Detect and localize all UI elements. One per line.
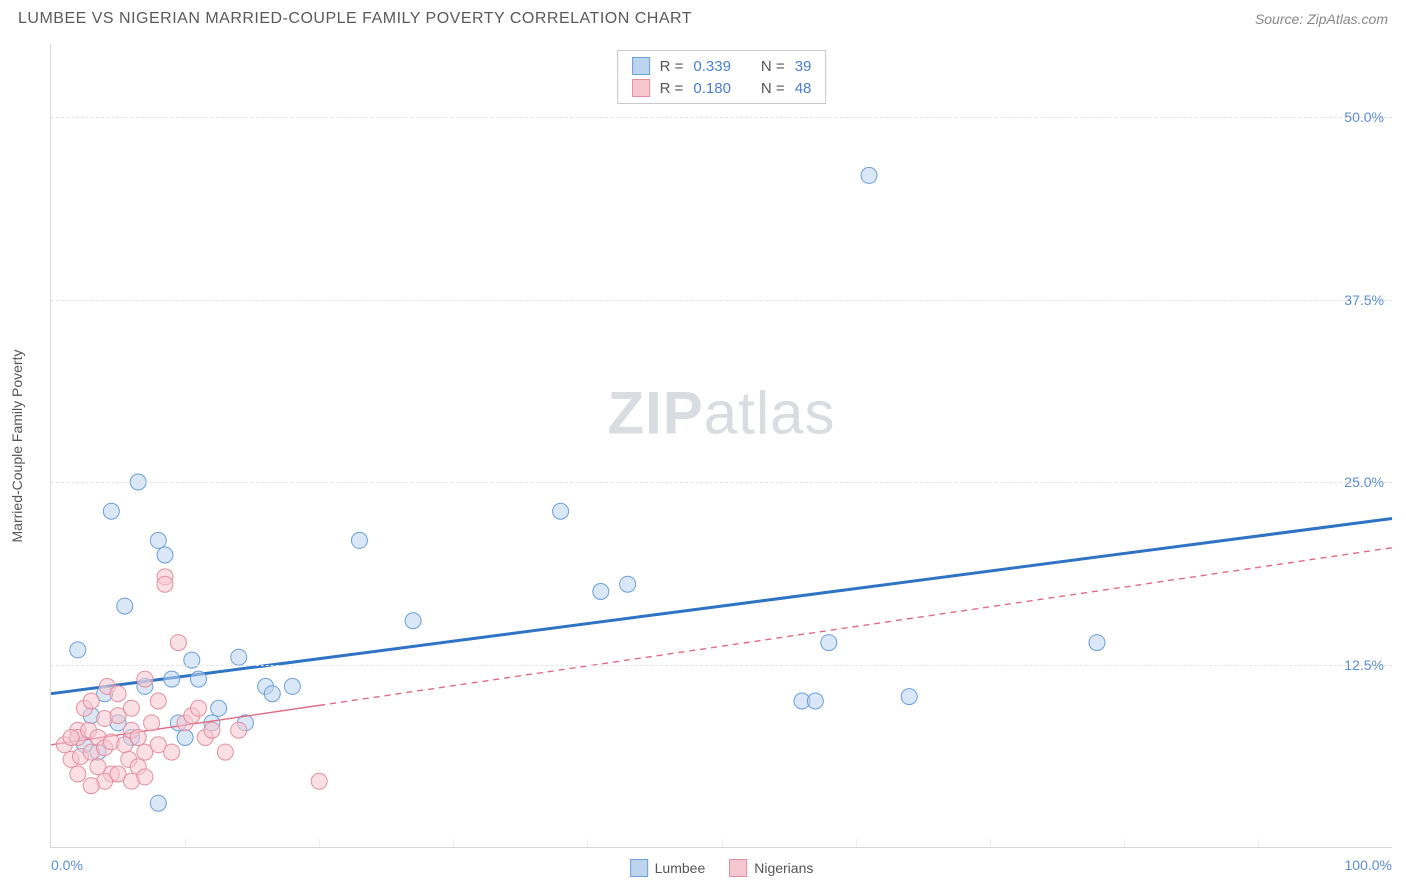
data-point bbox=[191, 671, 207, 687]
x-tick-max: 100.0% bbox=[1345, 857, 1392, 873]
data-point bbox=[405, 613, 421, 629]
y-axis-label: Married-Couple Family Poverty bbox=[9, 349, 25, 542]
data-point bbox=[83, 693, 99, 709]
data-point bbox=[231, 649, 247, 665]
x-gridline bbox=[1258, 839, 1259, 847]
x-gridline bbox=[453, 839, 454, 847]
data-point bbox=[593, 584, 609, 600]
data-point bbox=[204, 722, 220, 738]
data-point bbox=[70, 642, 86, 658]
data-point bbox=[117, 598, 133, 614]
data-point bbox=[351, 532, 367, 548]
x-gridline bbox=[1124, 839, 1125, 847]
regression-line bbox=[51, 519, 1392, 694]
data-point bbox=[861, 167, 877, 183]
legend-label: Lumbee bbox=[655, 860, 706, 876]
data-point bbox=[217, 744, 233, 760]
legend-item: Nigerians bbox=[729, 859, 813, 877]
data-point bbox=[83, 778, 99, 794]
y-tick-label: 50.0% bbox=[1344, 109, 1384, 125]
data-point bbox=[70, 766, 86, 782]
data-point bbox=[164, 744, 180, 760]
x-gridline bbox=[185, 839, 186, 847]
data-point bbox=[150, 532, 166, 548]
y-gridline bbox=[51, 482, 1392, 483]
legend-label: Nigerians bbox=[754, 860, 813, 876]
data-point bbox=[150, 795, 166, 811]
data-point bbox=[170, 635, 186, 651]
y-gridline bbox=[51, 665, 1392, 666]
legend-swatch bbox=[630, 859, 648, 877]
y-gridline bbox=[51, 300, 1392, 301]
data-point bbox=[157, 547, 173, 563]
data-point bbox=[157, 576, 173, 592]
data-point bbox=[620, 576, 636, 592]
data-point bbox=[103, 503, 119, 519]
data-point bbox=[63, 730, 79, 746]
series-legend: Lumbee Nigerians bbox=[630, 859, 814, 877]
source-prefix: Source: bbox=[1255, 11, 1307, 27]
data-point bbox=[1089, 635, 1105, 651]
scatter-chart: Married-Couple Family Poverty ZIPatlas R… bbox=[50, 44, 1392, 848]
x-gridline bbox=[856, 839, 857, 847]
y-tick-label: 37.5% bbox=[1344, 292, 1384, 308]
data-point bbox=[284, 678, 300, 694]
data-point bbox=[553, 503, 569, 519]
data-point bbox=[211, 700, 227, 716]
regression-line bbox=[319, 548, 1392, 706]
chart-title: LUMBEE VS NIGERIAN MARRIED-COUPLE FAMILY… bbox=[18, 10, 692, 28]
chart-header: LUMBEE VS NIGERIAN MARRIED-COUPLE FAMILY… bbox=[0, 0, 1406, 36]
data-point bbox=[191, 700, 207, 716]
legend-swatch bbox=[729, 859, 747, 877]
data-point bbox=[807, 693, 823, 709]
data-point bbox=[177, 730, 193, 746]
data-point bbox=[137, 671, 153, 687]
x-gridline bbox=[587, 839, 588, 847]
x-tick-min: 0.0% bbox=[51, 857, 83, 873]
data-point bbox=[901, 689, 917, 705]
legend-item: Lumbee bbox=[630, 859, 706, 877]
data-point bbox=[164, 671, 180, 687]
data-point bbox=[110, 686, 126, 702]
data-point bbox=[264, 686, 280, 702]
data-point bbox=[311, 773, 327, 789]
y-tick-label: 12.5% bbox=[1344, 657, 1384, 673]
chart-source: Source: ZipAtlas.com bbox=[1255, 11, 1388, 27]
data-point bbox=[123, 700, 139, 716]
data-point bbox=[231, 722, 247, 738]
data-point bbox=[144, 715, 160, 731]
data-point bbox=[150, 693, 166, 709]
plot-surface bbox=[51, 44, 1392, 847]
y-gridline bbox=[51, 117, 1392, 118]
data-point bbox=[184, 652, 200, 668]
data-point bbox=[821, 635, 837, 651]
data-point bbox=[137, 769, 153, 785]
x-gridline bbox=[990, 839, 991, 847]
x-gridline bbox=[722, 839, 723, 847]
y-tick-label: 25.0% bbox=[1344, 474, 1384, 490]
data-point bbox=[130, 730, 146, 746]
x-gridline bbox=[319, 839, 320, 847]
source-name: ZipAtlas.com bbox=[1307, 11, 1388, 27]
